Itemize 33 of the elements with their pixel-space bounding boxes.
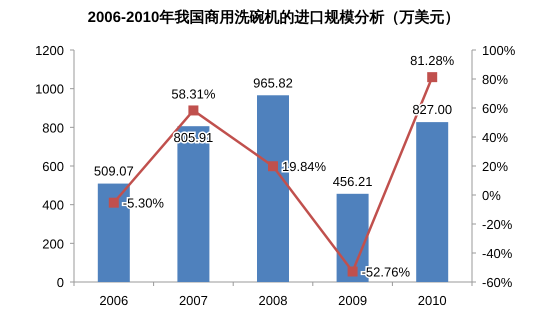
data-label: 509.07 <box>94 164 134 179</box>
y2-tick-label: -40% <box>482 246 513 261</box>
y2-tick-label: -20% <box>482 217 513 232</box>
y2-tick-label: 80% <box>482 72 508 87</box>
point <box>108 198 119 208</box>
point <box>268 161 278 172</box>
y-tick-label: 1200 <box>35 43 64 58</box>
x-tick-label: 2008 <box>258 293 288 308</box>
y2-tick-label: 20% <box>482 159 508 174</box>
y-tick-label: 400 <box>42 198 64 213</box>
point <box>188 105 198 116</box>
y2-tick-label: 40% <box>482 130 508 145</box>
point <box>348 266 358 276</box>
y-tick-label: 0 <box>56 275 64 290</box>
y2-tick-label: 100% <box>482 43 516 58</box>
y2-tick-label: 60% <box>482 101 508 116</box>
data-label: 965.82 <box>253 75 293 90</box>
data-label: 58.31% <box>171 86 216 102</box>
bar <box>416 122 448 282</box>
x-tick-label: 2010 <box>418 293 447 308</box>
x-tick-label: 2006 <box>99 293 128 308</box>
y-tick-label: 800 <box>42 120 64 136</box>
y-tick-label: 1000 <box>35 82 64 97</box>
chart-title: 2006-2010年我国商用洗碗机的进口规模分析（万美元） <box>88 8 460 26</box>
point <box>427 72 438 82</box>
x-tick-label: 2007 <box>178 293 208 308</box>
y-tick-label: 600 <box>42 159 64 174</box>
data-label: 456.21 <box>332 174 372 189</box>
y-tick-label: 200 <box>42 236 64 252</box>
data-label: 81.28% <box>410 53 455 68</box>
y2-tick-label: -60% <box>482 275 513 290</box>
x-tick-label: 2009 <box>338 293 368 308</box>
y2-tick-label: 0% <box>482 188 502 203</box>
